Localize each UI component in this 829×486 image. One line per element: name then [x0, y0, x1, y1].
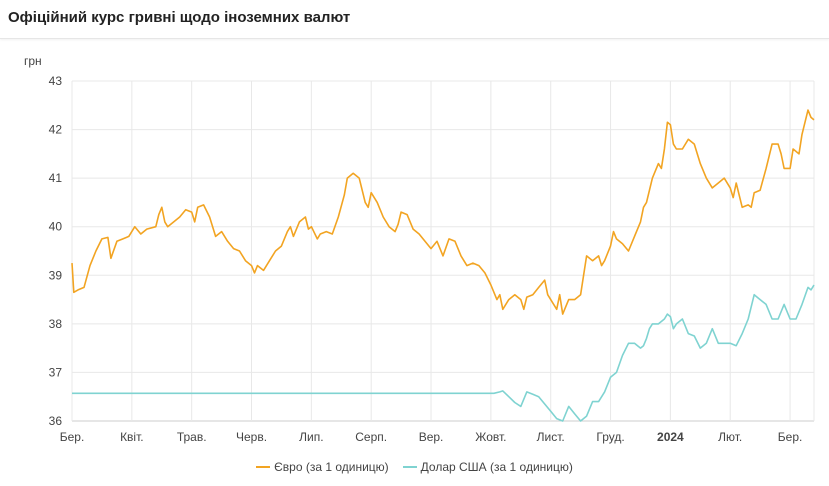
x-tick-label: Лют. — [718, 430, 742, 444]
legend-swatch-usd — [402, 466, 417, 468]
y-tick-label: 36 — [49, 414, 63, 428]
x-tick-label: 2024 — [657, 430, 684, 444]
y-tick-label: 40 — [49, 220, 63, 234]
series-line-usd[interactable] — [72, 284, 815, 422]
legend-item-euro[interactable]: Євро (за 1 одиницю) — [256, 460, 389, 474]
y-tick-label: 41 — [49, 171, 63, 185]
legend-label-euro: Євро (за 1 одиницю) — [274, 460, 389, 474]
chart-header: Офіційний курс гривні щодо іноземних вал… — [0, 0, 829, 39]
series-lines — [71, 109, 815, 422]
grid — [71, 80, 815, 422]
y-tick-label: 38 — [49, 317, 63, 331]
line-chart: грн 36 37 38 39 40 41 42 43 Бер. Квіт. Трав. Черв.… — [24, 54, 815, 444]
y-tick-label: 37 — [49, 365, 63, 379]
legend-swatch-euro — [256, 466, 271, 468]
x-tick-label: Груд. — [596, 430, 624, 444]
series-line-euro[interactable] — [71, 109, 815, 315]
x-tick-label: Лип. — [299, 430, 323, 444]
x-tick-label: Серп. — [355, 430, 387, 444]
y-tick-label: 43 — [49, 74, 63, 88]
y-axis-label: грн — [24, 54, 42, 68]
legend-label-usd: Долар США (за 1 одиницю) — [420, 460, 573, 474]
x-tick-label: Лист. — [537, 430, 565, 444]
x-axis: Бер. Квіт. Трав. Черв. Лип. Серп. Вер. Жовт. Лис… — [60, 430, 803, 444]
legend-item-usd[interactable]: Долар США (за 1 одиницю) — [402, 460, 573, 474]
y-tick-label: 42 — [49, 123, 63, 137]
chart-title: Офіційний курс гривні щодо іноземних вал… — [8, 9, 351, 26]
x-tick-label: Бер. — [778, 430, 803, 444]
y-axis: 36 37 38 39 40 41 42 43 — [49, 74, 63, 428]
x-tick-label: Черв. — [236, 430, 267, 444]
x-tick-label: Вер. — [419, 430, 444, 444]
y-tick-label: 39 — [49, 268, 63, 282]
x-tick-label: Трав. — [177, 430, 207, 444]
x-tick-label: Жовт. — [475, 430, 506, 444]
legend: Євро (за 1 одиницю) Долар США (за 1 один… — [0, 458, 829, 476]
x-tick-label: Квіт. — [120, 430, 144, 444]
x-tick-label: Бер. — [60, 430, 85, 444]
